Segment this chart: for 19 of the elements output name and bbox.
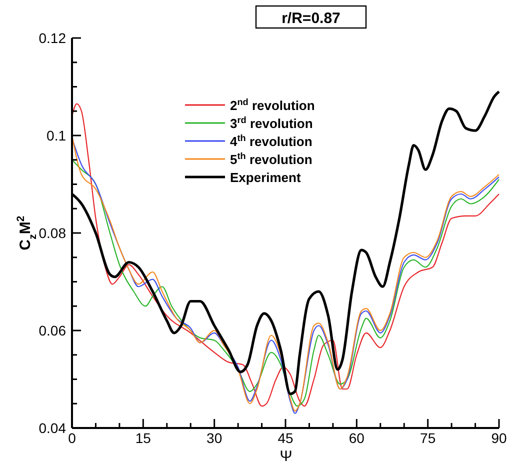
legend-label: 4$^{th}$ revolution xyxy=(230,133,312,149)
legend-label: 3$^{rd}$ revolution xyxy=(230,115,313,131)
x-tick-label: 15 xyxy=(135,430,152,446)
x-tick-label: 60 xyxy=(348,430,365,446)
y-tick-label: 0.1 xyxy=(46,128,66,144)
chart-title: r/R=0.87 xyxy=(282,10,340,27)
x-tick-label: 90 xyxy=(491,430,507,446)
y-tick-label: 0.04 xyxy=(38,420,66,436)
legend-label: 2$^{nd}$ revolution xyxy=(230,97,315,113)
y-tick-label: 0.08 xyxy=(38,225,66,241)
y-tick-label: 0.06 xyxy=(38,322,66,338)
y-tick-label: 0.12 xyxy=(38,30,66,46)
x-tick-label: 30 xyxy=(206,430,222,446)
x-tick-label: 0 xyxy=(68,430,76,446)
legend-label: 5$^{th}$ revolution xyxy=(230,151,312,167)
legend-label: Experiment xyxy=(230,170,302,185)
x-tick-label: 45 xyxy=(278,430,294,446)
x-axis-title: Ψ xyxy=(280,448,292,464)
x-tick-label: 75 xyxy=(420,430,436,446)
